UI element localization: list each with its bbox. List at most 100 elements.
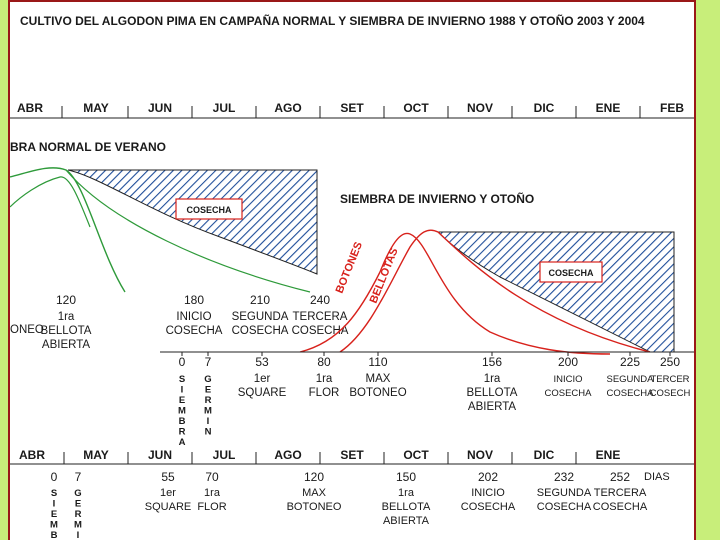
winter-day-event: ABIERTA bbox=[468, 401, 516, 413]
bottom-month-label: JUL bbox=[213, 448, 236, 462]
winter-day-event: MAX bbox=[366, 373, 391, 385]
bottom-germin-letter: R bbox=[75, 509, 82, 520]
bottom-day-number: 0 bbox=[51, 470, 58, 484]
siembra-vertical-letter: I bbox=[181, 385, 184, 396]
siembra-vertical-letter: E bbox=[179, 395, 185, 406]
summer-left-fragment: ONEO bbox=[10, 324, 44, 336]
bottom-month-label: ABR bbox=[19, 448, 45, 462]
winter-day-event: INICIO bbox=[553, 374, 582, 385]
winter-day-number: 225 bbox=[620, 355, 640, 369]
germin-vertical-letter: G bbox=[204, 374, 211, 385]
winter-day-number: 156 bbox=[482, 355, 502, 369]
winter-day-number: 250 bbox=[660, 355, 680, 369]
bottom-day-number: 252 bbox=[610, 470, 630, 484]
bottom-day-event: 1er bbox=[160, 487, 176, 499]
winter-day-event: COSECHA bbox=[545, 388, 593, 399]
bottom-month-label: NOV bbox=[467, 448, 493, 462]
bottom-siembra-letter: E bbox=[51, 509, 57, 520]
summer-boll-curve bbox=[10, 176, 91, 228]
top-month-label: FEB bbox=[660, 101, 684, 115]
summer-day-event: COSECHA bbox=[166, 325, 223, 337]
winter-day-number: 110 bbox=[368, 355, 387, 369]
diagram-title: CULTIVO DEL ALGODON PIMA EN CAMPAÑA NORM… bbox=[20, 13, 645, 28]
siembra-vertical-letter: B bbox=[179, 416, 186, 427]
bottom-day-event: MAX bbox=[302, 487, 327, 499]
winter-day-event: BOTONEO bbox=[349, 387, 406, 399]
summer-day-number: 120 bbox=[56, 293, 76, 307]
bottom-germin-letter: M bbox=[74, 520, 82, 531]
germin-vertical-letter: I bbox=[207, 416, 210, 427]
botones-curve bbox=[299, 232, 611, 355]
bottom-day-number: 70 bbox=[205, 470, 219, 484]
winter-cosecha-label: COSECHA bbox=[548, 268, 594, 278]
summer-day-number: 180 bbox=[184, 293, 204, 307]
winter-day-number: 53 bbox=[255, 355, 269, 369]
summer-day-event: COSECHA bbox=[232, 325, 289, 337]
bottom-day-event: 1ra bbox=[204, 487, 221, 499]
bottom-day-event: SEGUNDA bbox=[537, 487, 592, 499]
top-month-label: JUN bbox=[148, 101, 172, 115]
diagram-sheet: CULTIVO DEL ALGODON PIMA EN CAMPAÑA NORM… bbox=[8, 0, 696, 540]
winter-day-event: 1ra bbox=[316, 373, 333, 385]
summer-cosecha-label: COSECHA bbox=[186, 205, 232, 215]
bottom-germin-letter: G bbox=[74, 488, 81, 499]
bottom-month-label: JUN bbox=[148, 448, 172, 462]
winter-day-number: 80 bbox=[317, 355, 331, 369]
bottom-day-number: 150 bbox=[396, 470, 416, 484]
germin-vertical-letter: R bbox=[205, 395, 212, 406]
bottom-month-label: AGO bbox=[274, 448, 301, 462]
summer-decline-curve bbox=[65, 169, 311, 293]
summer-day-number: 240 bbox=[310, 293, 330, 307]
bottom-month-label: ENE bbox=[596, 448, 621, 462]
summer-day-event: BELLOTA bbox=[41, 325, 92, 337]
summer-day-event: ABIERTA bbox=[42, 339, 90, 351]
bottom-day-number: 7 bbox=[75, 470, 82, 484]
bottom-day-event: COSECHA bbox=[461, 501, 516, 513]
bottom-day-event: TERCERA bbox=[594, 487, 647, 499]
winter-day-number: 7 bbox=[205, 355, 212, 369]
bottom-day-event: 1ra bbox=[398, 487, 415, 499]
bottom-day-event: FLOR bbox=[197, 501, 226, 513]
winter-day-markers: 0 7 53 1er SQUARE 80 1ra FLOR 110 MAX BOTONEO 156 1r… bbox=[179, 352, 691, 413]
bottom-day-number: 202 bbox=[478, 470, 498, 484]
summer-day-event: INICIO bbox=[176, 311, 211, 323]
germin-vertical-letter: N bbox=[205, 427, 212, 438]
siembra-vertical-letter: S bbox=[179, 374, 185, 385]
summer-campaign-label: BRA NORMAL DE VERANO bbox=[10, 140, 166, 154]
bottom-siembra-letter: S bbox=[51, 488, 57, 499]
winter-day-event: 1er bbox=[254, 373, 271, 385]
winter-day-event: FLOR bbox=[309, 387, 340, 399]
winter-day-event: COSECHA bbox=[607, 388, 655, 399]
winter-cosecha-box bbox=[539, 261, 603, 283]
top-month-label: DIC bbox=[534, 101, 555, 115]
bottom-day-number: 55 bbox=[161, 470, 175, 484]
botones-label: BOTONES bbox=[334, 240, 365, 295]
bottom-day-event: INICIO bbox=[471, 487, 505, 499]
bottom-siembra-letter: B bbox=[51, 530, 58, 540]
bottom-day-number: 232 bbox=[554, 470, 574, 484]
top-month-axis: ABR MAY JUN JUL AGO SET OCT NOV DIC ENE FEB bbox=[17, 101, 684, 118]
dias-label: DIAS bbox=[644, 471, 670, 483]
winter-day-event: TERCER bbox=[650, 374, 689, 385]
summer-day-event: SEGUNDA bbox=[232, 311, 289, 323]
winter-day-number: 0 bbox=[179, 355, 186, 369]
summer-day-number: 210 bbox=[250, 293, 270, 307]
winter-day-event: COSECH bbox=[650, 388, 691, 399]
top-month-label: NOV bbox=[467, 101, 493, 115]
siembra-vertical-letter: R bbox=[179, 427, 186, 438]
bottom-day-number: 120 bbox=[304, 470, 324, 484]
winter-campaign-label: SIEMBRA DE INVIERNO Y OTOÑO bbox=[340, 191, 534, 206]
top-month-label: SET bbox=[340, 101, 364, 115]
siembra-vertical-letter: A bbox=[179, 437, 186, 448]
summer-harvest-area bbox=[67, 169, 318, 275]
bottom-day-event: BELLOTA bbox=[382, 501, 431, 513]
top-month-label: OCT bbox=[403, 101, 429, 115]
winter-day-event: SEGUNDA bbox=[607, 374, 655, 385]
bellotas-curve bbox=[339, 229, 651, 353]
summer-day-event: COSECHA bbox=[292, 325, 349, 337]
top-month-label: ENE bbox=[596, 101, 621, 115]
bottom-day-event: ABIERTA bbox=[383, 515, 430, 527]
winter-harvest-area bbox=[436, 231, 675, 353]
